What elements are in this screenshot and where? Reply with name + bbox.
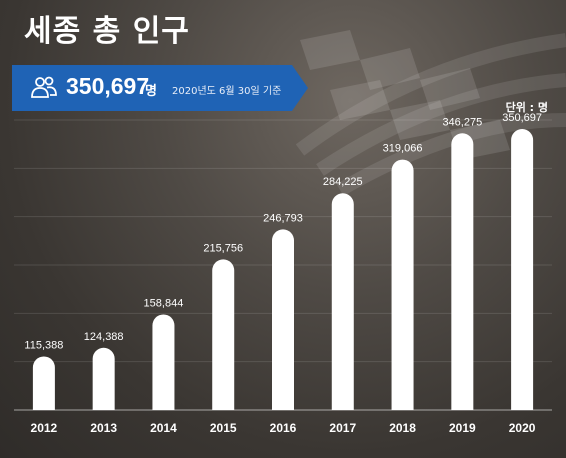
data-label-2016: 246,793 — [263, 212, 303, 224]
data-label-2012: 115,388 — [24, 339, 63, 351]
x-tick-2019: 2019 — [449, 421, 476, 435]
data-label-2020: 350,697 — [502, 112, 542, 124]
population-banner: 350,697 명 2020년도 6월 30일 기준 — [12, 65, 308, 111]
bar-2018 — [391, 159, 414, 410]
x-tick-2015: 2015 — [210, 421, 237, 435]
x-tick-2020: 2020 — [509, 421, 536, 435]
x-tick-2013: 2013 — [90, 421, 117, 435]
bar-2019 — [451, 133, 474, 410]
people-icon — [31, 76, 57, 98]
page-title: 세종 총 인구 — [24, 14, 190, 49]
data-label-2017: 284,225 — [323, 176, 363, 188]
population-unit: 명 — [145, 84, 157, 99]
bar-2015 — [212, 259, 235, 410]
bar-2017 — [331, 193, 354, 410]
bar-2020 — [511, 129, 534, 410]
x-tick-2016: 2016 — [270, 421, 297, 435]
bar-2012 — [32, 356, 55, 410]
bar-2014 — [152, 314, 175, 410]
population-value: 350,697 — [66, 73, 150, 99]
chart-unit-label: 단위 : 명 — [505, 101, 548, 114]
bar-2013 — [92, 347, 115, 410]
x-tick-2012: 2012 — [31, 421, 58, 435]
x-tick-2018: 2018 — [389, 421, 416, 435]
data-label-2018: 319,066 — [383, 143, 423, 155]
data-label-2014: 158,844 — [144, 297, 184, 309]
bar-2016 — [272, 229, 294, 410]
x-tick-2014: 2014 — [150, 421, 177, 435]
x-tick-2017: 2017 — [329, 421, 356, 435]
data-label-2019: 346,275 — [442, 116, 482, 128]
data-label-2015: 215,756 — [203, 242, 243, 254]
population-date: 2020년도 6월 30일 기준 — [172, 86, 282, 97]
data-label-2013: 124,388 — [84, 331, 124, 343]
